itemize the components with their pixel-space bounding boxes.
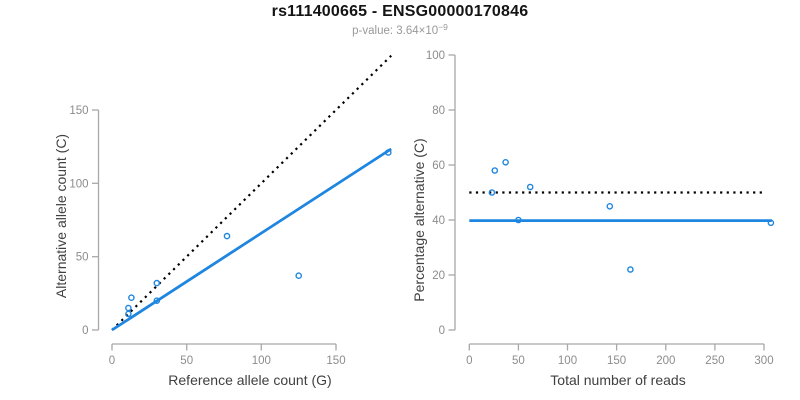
data-point — [526, 183, 534, 191]
data-point — [125, 310, 132, 318]
data-point — [491, 167, 499, 174]
data-point — [488, 189, 496, 196]
data-point — [384, 149, 392, 156]
y-tick-label: 40 — [432, 215, 445, 227]
data-point — [295, 272, 303, 280]
x-tick-label: 150 — [326, 355, 345, 367]
y-axis-title: Alternative allele count (C) — [53, 134, 69, 298]
data-point — [128, 294, 135, 302]
x-tick-label: 250 — [705, 355, 724, 367]
x-tick-label: 100 — [252, 355, 271, 367]
data-point — [153, 279, 161, 287]
x-axis-title: Total number of reads — [550, 372, 685, 388]
y-tick-label: 60 — [432, 160, 445, 172]
figure-title: rs111400665 - ENSG00000170846 — [271, 3, 529, 20]
y-tick-label: 80 — [432, 105, 445, 117]
fit-line — [111, 147, 392, 332]
data-point — [223, 232, 231, 240]
data-point — [153, 297, 161, 305]
data-point — [515, 216, 522, 224]
y-tick-label: 0 — [439, 325, 445, 337]
y-tick-label: 100 — [69, 178, 88, 190]
y-axis-title: Percentage alternative (C) — [411, 138, 427, 301]
x-tick-label: 50 — [512, 355, 525, 367]
y-tick-label: 20 — [432, 270, 445, 282]
identity-line — [111, 54, 392, 331]
data-point — [502, 158, 509, 166]
x-tick-label: 0 — [109, 355, 115, 367]
pvalue-text: p-value: 3.64×10 — [352, 25, 439, 37]
data-point — [767, 219, 775, 227]
pvalue-exponent: −9 — [438, 22, 448, 32]
data-point — [606, 202, 614, 210]
x-tick-label: 50 — [180, 355, 193, 367]
scatter-allele-counts: 0 50 100 150 0 50 100 150 Reference allele count… — [53, 54, 392, 388]
data-point — [125, 304, 132, 312]
figure-subtitle: p-value: 3.64×10−9 — [0, 22, 800, 37]
y-tick-label: 0 — [82, 325, 88, 337]
x-tick-label: 150 — [607, 355, 626, 367]
scatter-percentage-reads: 0 20 40 60 80 100 0 50 100 150 200 250 300 Total numb… — [411, 50, 775, 388]
y-tick-label: 150 — [69, 105, 88, 117]
x-tick-label: 0 — [466, 355, 472, 367]
data-point — [627, 266, 634, 273]
y-tick-label: 100 — [426, 50, 445, 62]
x-axis-title: Reference allele count (G) — [168, 372, 331, 388]
x-tick-label: 200 — [656, 355, 675, 367]
y-tick-label: 50 — [76, 252, 89, 264]
x-tick-label: 100 — [558, 355, 577, 367]
x-tick-label: 300 — [754, 355, 773, 367]
